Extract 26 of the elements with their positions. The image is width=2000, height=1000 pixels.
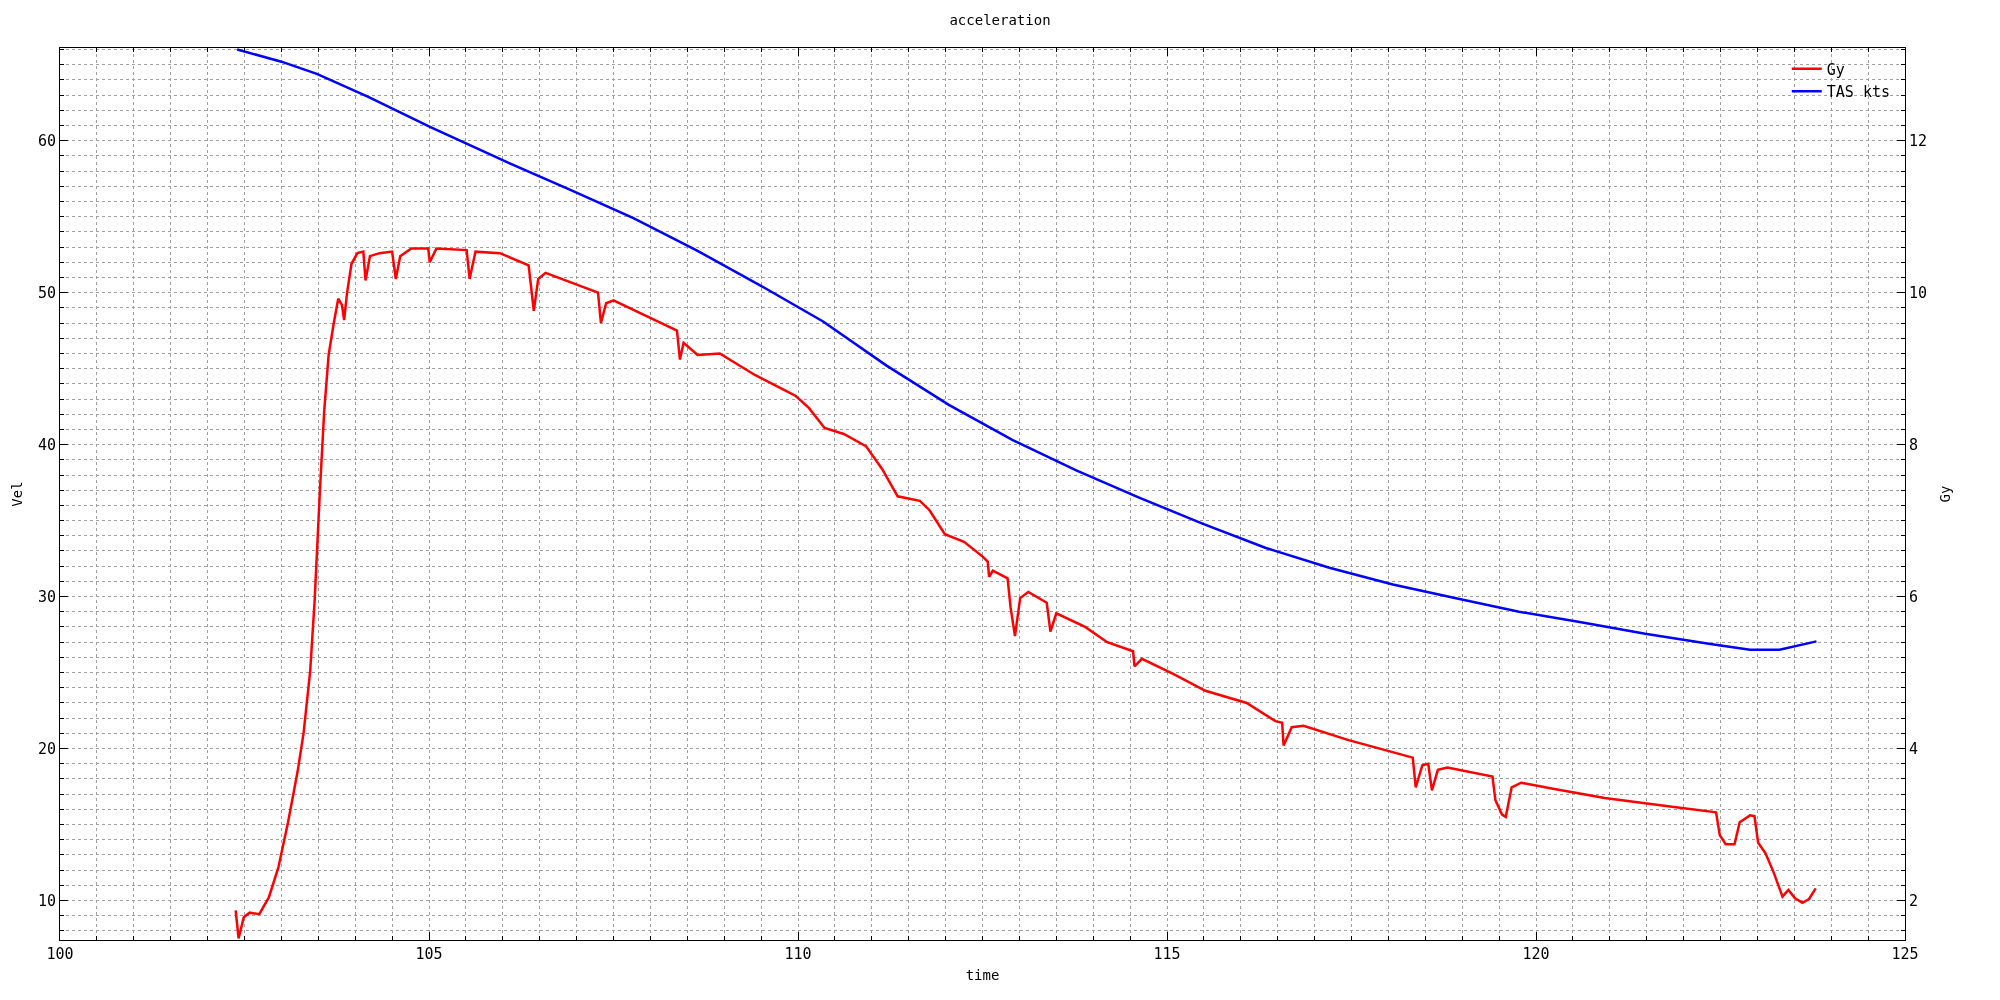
y2-tick-label: 2 xyxy=(1909,891,1919,910)
y-tick-label: 60 xyxy=(37,131,56,150)
legend-label: Gy xyxy=(1826,60,1845,79)
line-series xyxy=(234,247,1817,940)
y2-tick-label: 10 xyxy=(1909,283,1928,302)
y2-tick-label: 4 xyxy=(1909,739,1919,758)
y-tick-label: 40 xyxy=(37,435,56,454)
y2-tick-label: 12 xyxy=(1909,131,1928,150)
y-tick-label: 20 xyxy=(37,739,56,758)
y2-tick-label: 6 xyxy=(1909,587,1919,606)
y-axis-title: Vel xyxy=(8,481,25,507)
x-tick-label: 105 xyxy=(415,945,443,963)
x-tick-label: 115 xyxy=(1153,945,1181,963)
x-tick-label: 125 xyxy=(1891,945,1919,963)
legend-label: TAS kts xyxy=(1826,83,1890,102)
y-tick-label: 30 xyxy=(37,587,56,606)
x-axis-title: time xyxy=(965,967,1000,984)
line-series xyxy=(235,48,1818,652)
x-tick-label: 100 xyxy=(46,945,74,963)
y-tick-label: 50 xyxy=(37,283,56,302)
y2-tick-label: 8 xyxy=(1909,435,1919,454)
chart-title: acceleration xyxy=(949,11,1051,28)
x-tick-label: 110 xyxy=(784,945,812,963)
y2-axis-title: Gy xyxy=(1937,485,1954,503)
x-tick-label: 120 xyxy=(1522,945,1550,963)
y-tick-label: 10 xyxy=(37,891,56,910)
